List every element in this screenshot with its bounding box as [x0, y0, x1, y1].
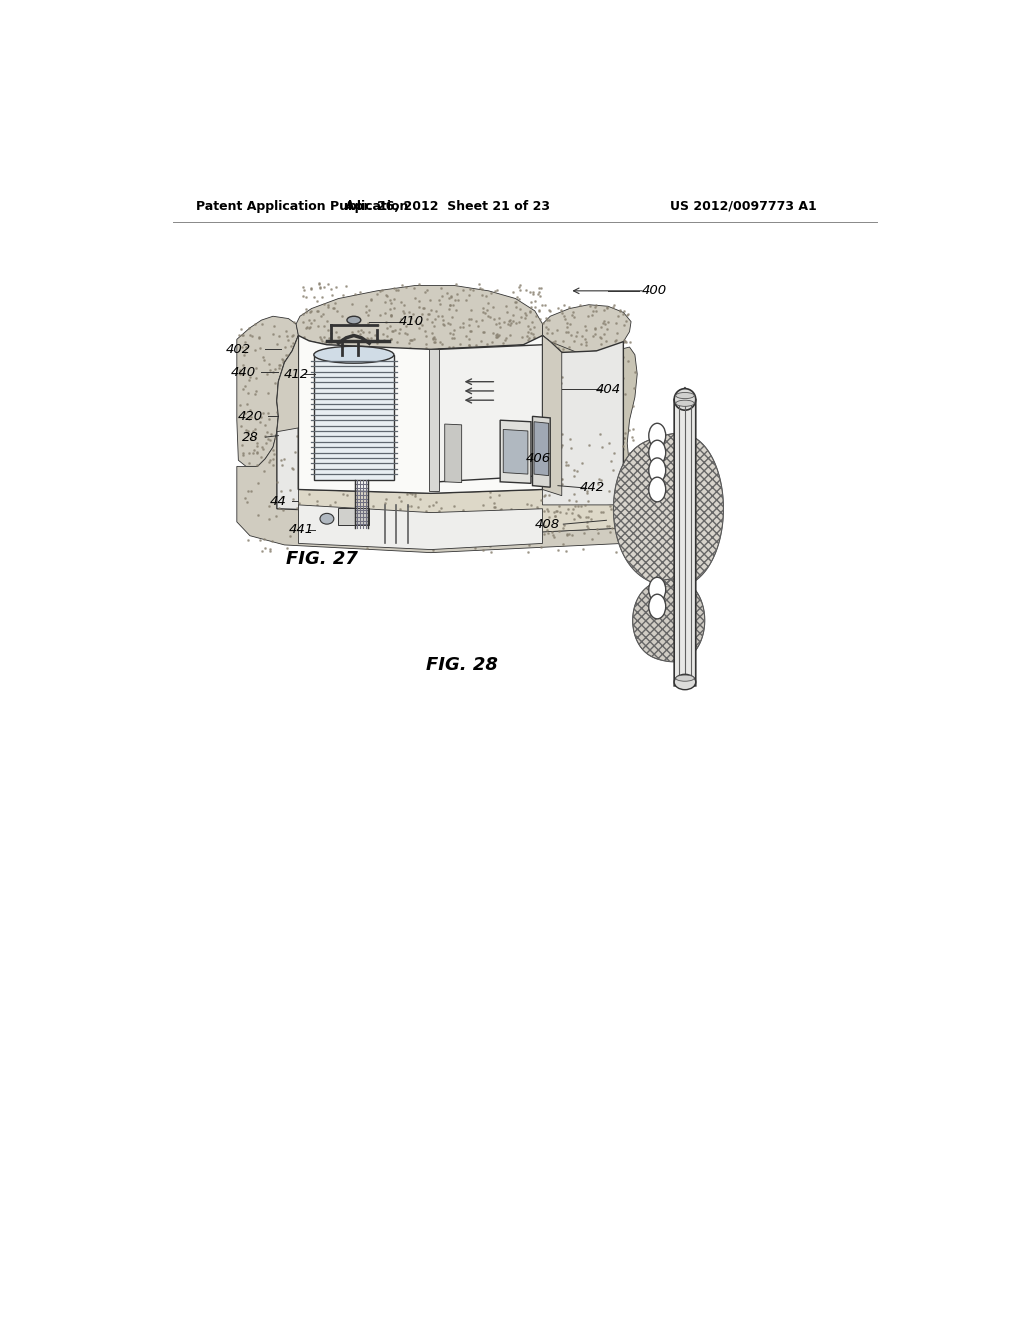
Polygon shape [276, 335, 624, 515]
Ellipse shape [347, 317, 360, 323]
Polygon shape [237, 428, 624, 553]
Ellipse shape [676, 400, 694, 407]
Text: 400: 400 [642, 284, 667, 297]
Ellipse shape [676, 675, 694, 681]
Polygon shape [339, 508, 370, 525]
Text: 28: 28 [242, 430, 258, 444]
Text: 404: 404 [595, 383, 621, 396]
Ellipse shape [674, 388, 695, 411]
Ellipse shape [649, 441, 666, 465]
Polygon shape [237, 317, 298, 466]
Polygon shape [298, 335, 543, 494]
Ellipse shape [313, 346, 394, 363]
Text: FIG. 27: FIG. 27 [286, 550, 357, 568]
Text: 408: 408 [536, 517, 560, 531]
Text: 412: 412 [284, 367, 308, 380]
Ellipse shape [676, 392, 694, 399]
Ellipse shape [649, 577, 666, 602]
Polygon shape [500, 420, 531, 483]
Polygon shape [633, 579, 705, 661]
Polygon shape [543, 335, 562, 496]
Text: Patent Application Publication: Patent Application Publication [196, 199, 409, 213]
Text: Apr. 26, 2012  Sheet 21 of 23: Apr. 26, 2012 Sheet 21 of 23 [345, 199, 550, 213]
Polygon shape [543, 335, 637, 503]
Text: FIG. 28: FIG. 28 [426, 656, 498, 675]
Polygon shape [313, 355, 394, 480]
Text: 44: 44 [270, 495, 287, 508]
Ellipse shape [319, 513, 334, 524]
Ellipse shape [649, 477, 666, 502]
Text: 402: 402 [226, 343, 251, 356]
Polygon shape [298, 490, 624, 537]
Polygon shape [298, 506, 543, 549]
Polygon shape [535, 422, 549, 475]
Polygon shape [296, 285, 543, 350]
Polygon shape [276, 335, 298, 490]
Ellipse shape [649, 594, 666, 619]
Ellipse shape [649, 424, 666, 447]
Text: 442: 442 [580, 482, 605, 495]
Polygon shape [503, 429, 528, 474]
Polygon shape [532, 416, 550, 487]
Text: 420: 420 [238, 409, 262, 422]
Text: US 2012/0097773 A1: US 2012/0097773 A1 [670, 199, 816, 213]
Polygon shape [613, 433, 723, 587]
Polygon shape [444, 424, 462, 483]
Ellipse shape [649, 458, 666, 483]
Text: 441: 441 [289, 523, 314, 536]
Polygon shape [674, 388, 695, 686]
Text: 406: 406 [526, 453, 551, 465]
Polygon shape [429, 348, 438, 491]
Polygon shape [543, 305, 631, 352]
Ellipse shape [674, 675, 695, 689]
Text: 410: 410 [399, 315, 424, 329]
Polygon shape [438, 345, 543, 482]
Text: 440: 440 [231, 366, 256, 379]
